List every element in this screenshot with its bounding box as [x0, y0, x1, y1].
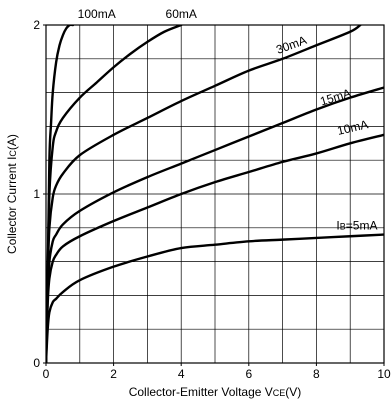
series-label-ib-5ma: IB=5mA: [336, 218, 377, 232]
series-label-15ma: 15mA: [318, 86, 352, 109]
label-layer: 100mA 60mA 30mA 15mA 10mA IB=5mA: [78, 7, 378, 232]
curve-60ma: [46, 25, 183, 363]
y-axis-label: Collector Current IC(A): [5, 134, 19, 254]
curve-ib-5ma: [46, 233, 384, 363]
x-axis-label: Collector-Emitter Voltage VCE(V): [129, 385, 302, 399]
series-label-30ma: 30mA: [274, 33, 308, 57]
curve-30ma: [46, 25, 362, 363]
x-tick-label: 8: [313, 367, 320, 381]
grid-layer: [46, 25, 384, 363]
x-tick-label: 2: [110, 367, 117, 381]
x-tick-label: 4: [178, 367, 185, 381]
curve-10ma: [46, 133, 384, 363]
series-label-10ma: 10mA: [336, 117, 370, 138]
axis-layer: 0 2 4 6 8 10 0 1 2 Collector-Emitter Voltage VCE(…: [5, 18, 391, 399]
x-tick-label: 10: [377, 367, 391, 381]
y-tick-label: 2: [33, 18, 40, 32]
curve-layer: [46, 25, 384, 363]
y-tick-label: 0: [33, 356, 40, 370]
curve-15ma: [46, 86, 384, 363]
series-label-60ma: 60mA: [166, 7, 197, 21]
x-tick-label: 6: [245, 367, 252, 381]
x-tick-label: 0: [43, 367, 50, 381]
y-tick-label: 1: [33, 187, 40, 201]
series-label-100ma: 100mA: [78, 7, 116, 21]
